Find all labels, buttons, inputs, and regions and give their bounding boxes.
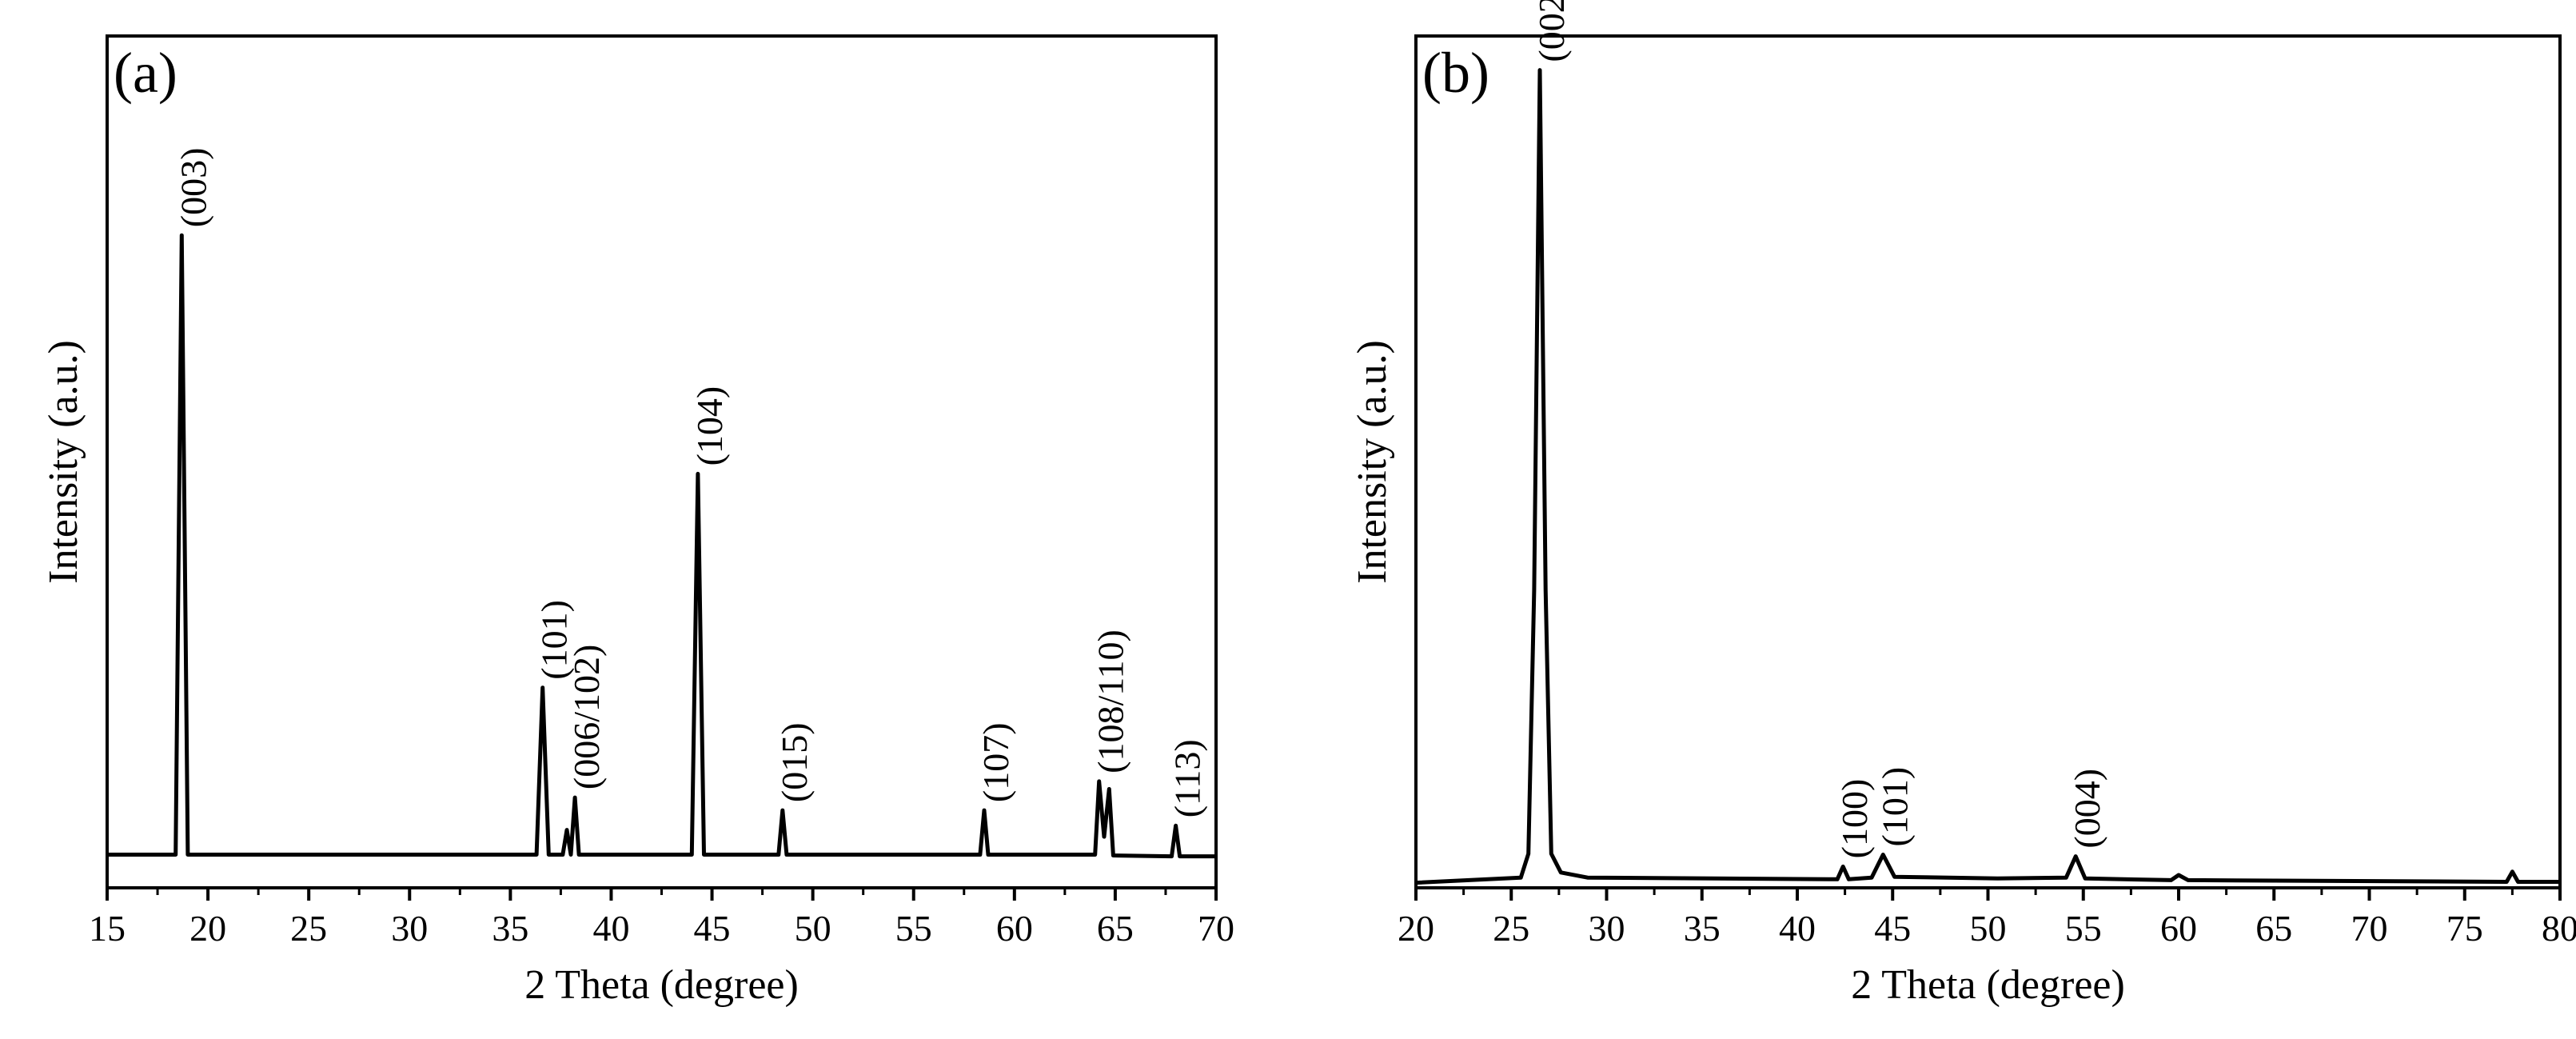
x-tick-label: 80	[2542, 908, 2576, 949]
x-tick-label: 55	[895, 908, 932, 949]
peak-label: (003)	[173, 148, 213, 228]
peak-label: (113)	[1167, 739, 1208, 817]
x-tick-label: 45	[694, 908, 731, 949]
x-tick-label: 50	[1970, 908, 2007, 949]
xrd-line	[107, 233, 1216, 859]
x-tick-label: 35	[492, 908, 528, 949]
xrd-line	[1415, 68, 2560, 885]
y-axis-title: Intensity (a.u.)	[41, 340, 86, 584]
x-tick-label: 30	[391, 908, 428, 949]
peak-label: (107)	[975, 722, 1016, 802]
x-tick-label: 15	[89, 908, 126, 949]
x-tick-label: 70	[2351, 908, 2388, 949]
x-tick-label: 75	[2446, 908, 2483, 949]
x-tick-label: 35	[1684, 908, 1721, 949]
y-axis-title: Intensity (a.u.)	[1350, 340, 1395, 584]
x-axis-title: 2 Theta (degree)	[1851, 962, 2125, 1008]
x-tick-label: 60	[996, 908, 1033, 949]
plot-frame	[1414, 34, 2562, 889]
peak-label: (100)	[1834, 779, 1875, 859]
peak-label: (101)	[534, 600, 575, 680]
x-axis-title: 2 Theta (degree)	[524, 962, 799, 1008]
x-tick-label: 30	[1589, 908, 1625, 949]
x-tick-label: 40	[1779, 908, 1816, 949]
x-tick-label: 25	[290, 908, 327, 949]
x-tick-label: 65	[2255, 908, 2292, 949]
peak-label: (108/110)	[1091, 629, 1131, 773]
x-tick-label: 40	[592, 908, 629, 949]
peak-label: (002)	[1531, 0, 1572, 62]
x-tick-label: 45	[1874, 908, 1911, 949]
peak-label: (006/102)	[566, 645, 607, 789]
panel-label: (a)	[114, 41, 177, 105]
panel-label: (b)	[1422, 41, 1489, 105]
x-tick-label: 65	[1097, 908, 1134, 949]
peak-label: (004)	[2067, 769, 2107, 849]
plot-frame	[106, 34, 1218, 889]
x-tick-label: 20	[189, 908, 226, 949]
peak-label: (015)	[774, 722, 815, 802]
x-tick-label: 50	[795, 908, 831, 949]
x-tick-label: 60	[2160, 908, 2197, 949]
x-tick-label: 25	[1493, 908, 1529, 949]
x-tick-label: 20	[1398, 908, 1434, 949]
x-tick-label: 55	[2065, 908, 2102, 949]
peak-label: (104)	[689, 386, 730, 466]
peak-label: (101)	[1874, 767, 1915, 847]
x-tick-label: 70	[1198, 908, 1234, 949]
